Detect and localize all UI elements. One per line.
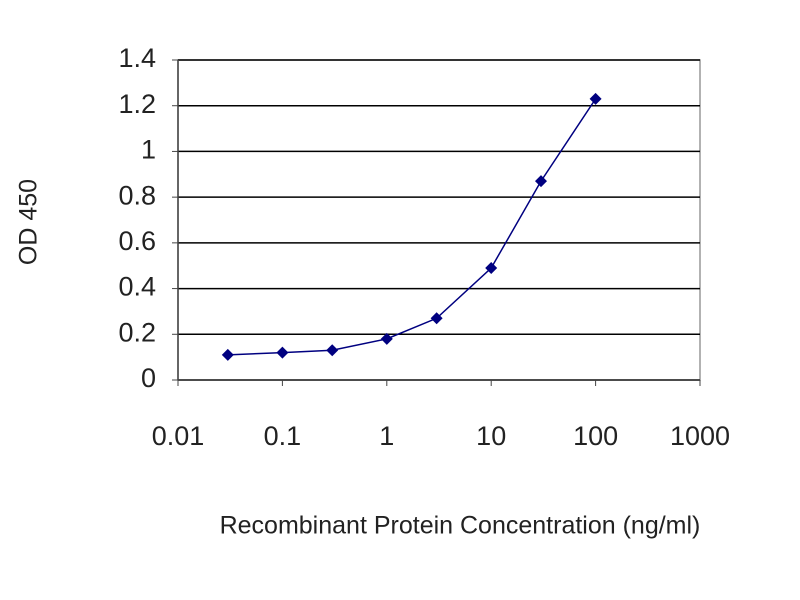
data-point [276,346,289,359]
y-tick-label: 0.6 [118,226,156,256]
y-tick-label: 1.2 [118,89,156,119]
y-tick-label: 0.4 [118,272,156,302]
y-tick-label: 0.2 [118,317,156,347]
x-tick-label: 1000 [670,421,730,451]
x-tick-label: 0.1 [264,421,302,451]
y-axis-label: OD 450 [15,179,43,265]
y-tick-label: 0.8 [118,180,156,210]
data-point [485,262,498,274]
y-tick-label: 1.4 [118,43,156,73]
x-tick-label: 100 [573,421,618,451]
data-point [430,312,443,325]
x-tick-label: 1 [379,421,394,451]
y-tick-label: 0 [141,363,156,393]
data-point [589,92,602,105]
data-point [326,344,339,357]
data-point [535,175,548,188]
data-line [227,98,597,356]
data-point [221,348,234,361]
x-tick-label: 10 [476,421,506,451]
x-tick-label: 0.01 [152,421,205,451]
x-axis-label: Recombinant Protein Concentration (ng/ml… [220,512,701,540]
plot-area [177,59,701,381]
y-tick-label: 1 [141,135,156,165]
data-point [380,332,393,345]
